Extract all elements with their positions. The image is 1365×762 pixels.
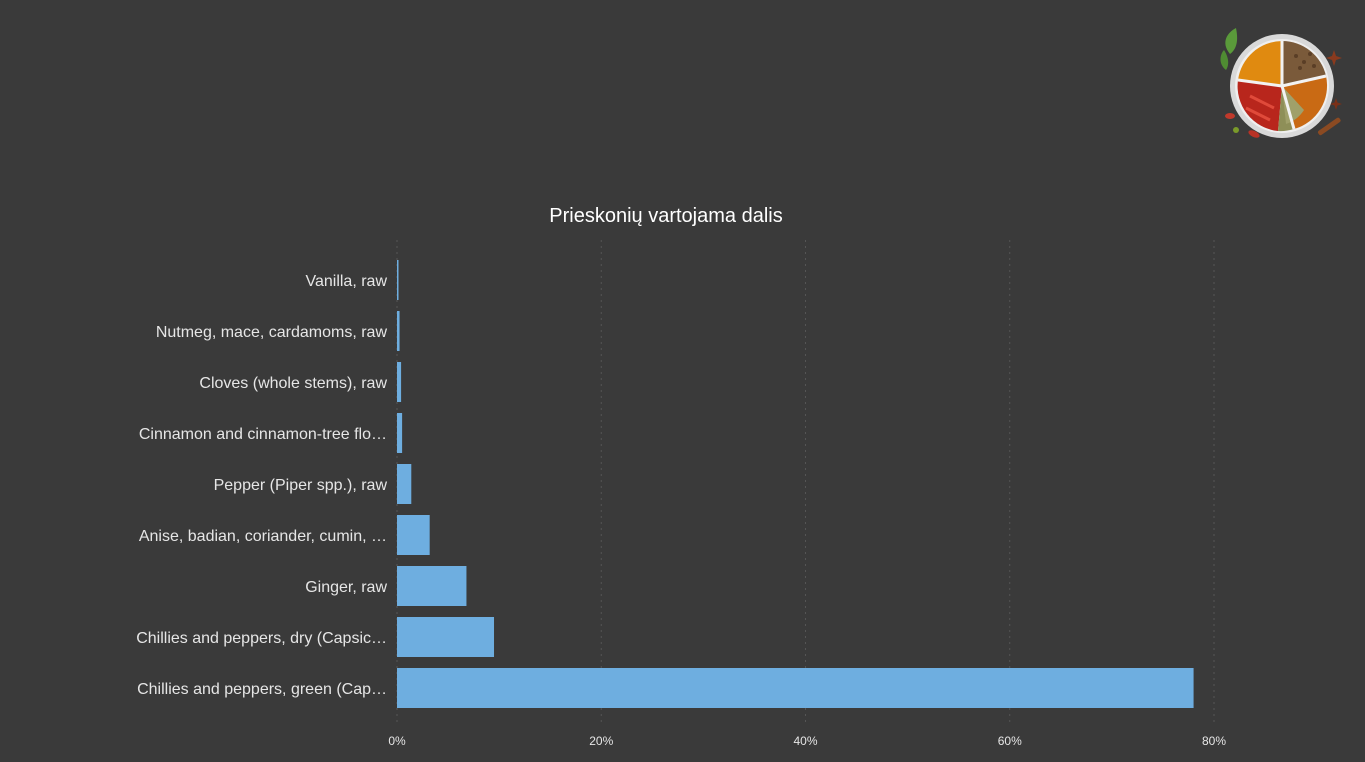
- bar[interactable]: [397, 566, 467, 606]
- category-label: Pepper (Piper spp.), raw: [214, 477, 388, 494]
- category-label: Chillies and peppers, green (Cap…: [137, 681, 387, 698]
- bar[interactable]: [397, 668, 1194, 708]
- bar[interactable]: [397, 311, 400, 351]
- x-tick-labels: 0% 20% 40% 60% 80%: [388, 734, 1226, 748]
- category-label: Nutmeg, mace, cardamoms, raw: [156, 324, 388, 341]
- spice-bowl-icon: [1220, 28, 1342, 138]
- x-tick-label: 40%: [793, 734, 817, 748]
- x-tick-label: 60%: [998, 734, 1022, 748]
- category-label: Cinnamon and cinnamon-tree flo…: [139, 426, 387, 443]
- chart-title: Prieskonių vartojama dalis: [549, 205, 782, 227]
- x-tick-label: 80%: [1202, 734, 1226, 748]
- category-label: Anise, badian, coriander, cumin, …: [139, 528, 387, 545]
- grid-lines: [396, 240, 1215, 722]
- bar[interactable]: [397, 260, 399, 300]
- category-label: Cloves (whole stems), raw: [199, 375, 387, 392]
- bar[interactable]: [397, 362, 402, 402]
- category-label: Vanilla, raw: [305, 273, 387, 290]
- bar[interactable]: [397, 617, 495, 657]
- x-tick-label: 20%: [589, 734, 613, 748]
- bar[interactable]: [397, 515, 430, 555]
- bars: [397, 260, 1194, 708]
- bar[interactable]: [397, 464, 412, 504]
- bar[interactable]: [397, 413, 403, 453]
- x-tick-label: 0%: [388, 734, 406, 748]
- category-labels: Vanilla, raw Nutmeg, mace, cardamoms, raw…: [136, 273, 387, 698]
- category-label: Chillies and peppers, dry (Capsic…: [136, 630, 387, 647]
- category-label: Ginger, raw: [305, 579, 387, 596]
